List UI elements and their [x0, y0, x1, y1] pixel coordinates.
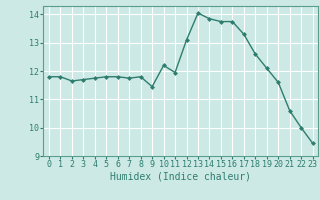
X-axis label: Humidex (Indice chaleur): Humidex (Indice chaleur) — [110, 172, 251, 182]
